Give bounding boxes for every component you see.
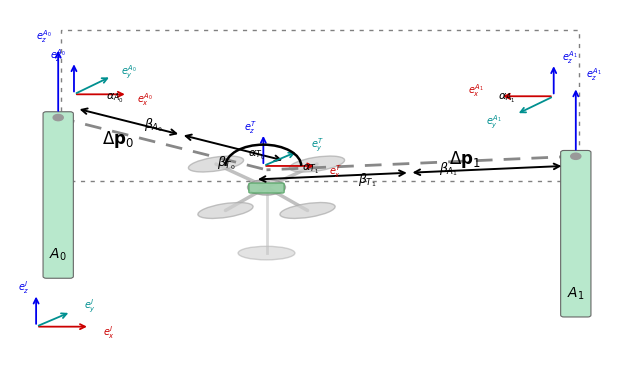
Ellipse shape bbox=[280, 202, 335, 218]
Bar bbox=[61, 30, 579, 181]
Text: $e_z^{A_0}$: $e_z^{A_0}$ bbox=[36, 28, 52, 44]
Text: $\beta_{T_1}$: $\beta_{T_1}$ bbox=[358, 171, 377, 189]
Text: $\Delta \mathbf{p}_0$: $\Delta \mathbf{p}_0$ bbox=[102, 129, 134, 150]
Text: $e_z^{A_1}$: $e_z^{A_1}$ bbox=[586, 67, 602, 83]
Circle shape bbox=[53, 114, 63, 121]
Text: $\alpha_{A_0}$: $\alpha_{A_0}$ bbox=[106, 92, 124, 105]
FancyBboxPatch shape bbox=[560, 151, 591, 317]
Ellipse shape bbox=[289, 156, 345, 172]
Text: $e_y^{I}$: $e_y^{I}$ bbox=[84, 297, 96, 315]
Circle shape bbox=[571, 153, 581, 160]
Text: $e_x^{A_0}$: $e_x^{A_0}$ bbox=[138, 91, 153, 108]
Text: $\alpha_{T_0}$: $\alpha_{T_0}$ bbox=[249, 149, 266, 161]
Ellipse shape bbox=[238, 246, 295, 260]
Text: $e_x^{A_1}$: $e_x^{A_1}$ bbox=[468, 82, 484, 99]
Text: $\alpha_{T_1}$: $\alpha_{T_1}$ bbox=[302, 163, 319, 176]
Text: $e_z^{A_0}$: $e_z^{A_0}$ bbox=[50, 47, 66, 64]
Ellipse shape bbox=[247, 179, 285, 195]
Text: $e_z^{I}$: $e_z^{I}$ bbox=[18, 280, 29, 296]
FancyBboxPatch shape bbox=[43, 112, 74, 278]
Text: $e_y^{T}$: $e_y^{T}$ bbox=[311, 136, 324, 154]
Text: $\Delta \mathbf{p}_1$: $\Delta \mathbf{p}_1$ bbox=[450, 149, 481, 170]
Text: $\beta_{A_1}$: $\beta_{A_1}$ bbox=[439, 161, 459, 178]
Text: $A_0$: $A_0$ bbox=[49, 247, 67, 263]
Text: $e_z^{A_1}$: $e_z^{A_1}$ bbox=[562, 49, 578, 66]
Ellipse shape bbox=[188, 156, 243, 172]
Ellipse shape bbox=[198, 202, 253, 218]
Text: $\alpha_{A_1}$: $\alpha_{A_1}$ bbox=[498, 92, 515, 105]
Text: $e_y^{A_1}$: $e_y^{A_1}$ bbox=[486, 113, 502, 131]
Text: $e_x^{I}$: $e_x^{I}$ bbox=[103, 324, 115, 341]
FancyBboxPatch shape bbox=[249, 183, 284, 193]
Text: $\beta_{T_0}$: $\beta_{T_0}$ bbox=[217, 154, 236, 172]
Text: $e_y^{A_0}$: $e_y^{A_0}$ bbox=[121, 64, 137, 81]
Text: $e_z^{T}$: $e_z^{T}$ bbox=[244, 119, 257, 136]
Text: $\beta_{A_0}$: $\beta_{A_0}$ bbox=[145, 117, 164, 134]
Text: $e_x^{T}$: $e_x^{T}$ bbox=[330, 163, 342, 180]
Text: $A_1$: $A_1$ bbox=[567, 285, 585, 302]
